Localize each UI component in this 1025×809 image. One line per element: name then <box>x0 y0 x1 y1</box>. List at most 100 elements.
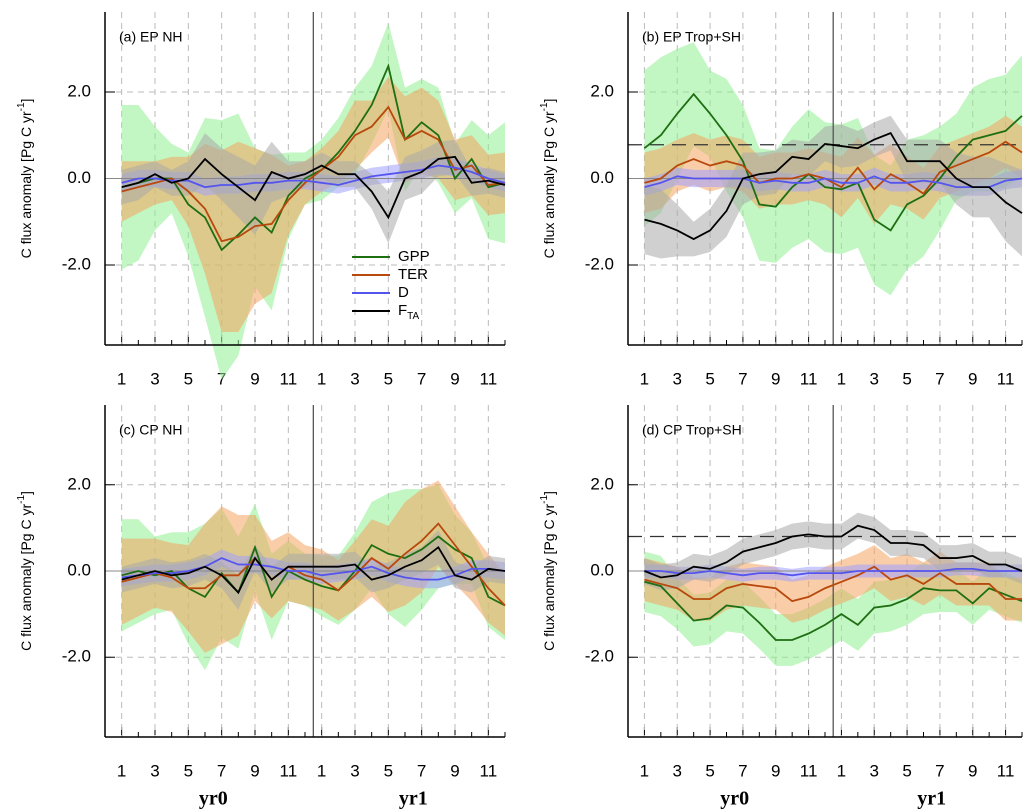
x-tick-label: 1 <box>317 761 326 780</box>
y-tick-label: 0.0 <box>67 560 91 579</box>
x-tick-label: 11 <box>280 369 298 388</box>
y-label-text: C flux anomaly [Pg C yr <box>18 111 34 258</box>
legend-name: GPP <box>398 248 430 265</box>
y-label-sup: -1 <box>539 495 550 504</box>
x-tick-label: 5 <box>705 369 714 388</box>
x-tick-label: 5 <box>384 369 393 388</box>
y-label-end: ] <box>541 491 557 495</box>
legend-label: D <box>398 284 409 301</box>
y-tick-label: 0.0 <box>67 168 91 187</box>
y-label-sup: -1 <box>16 102 27 111</box>
x-tick-label: 1 <box>117 369 126 388</box>
y-label-sup: -1 <box>539 102 550 111</box>
series-line <box>121 105 506 243</box>
x-tick-label: 11 <box>997 761 1015 780</box>
x-tick-label: 3 <box>673 761 682 780</box>
series-line <box>644 131 1023 241</box>
series-line <box>121 522 506 607</box>
x-tick-label: 5 <box>184 369 193 388</box>
series-line <box>121 545 506 595</box>
y-axis-label: C flux anomaly [Pg C yr-1] <box>539 491 557 651</box>
y-tick-label: -2.0 <box>585 647 614 666</box>
legend-name: TER <box>398 266 428 283</box>
series-line <box>644 175 1023 189</box>
x-tick-label: 9 <box>250 761 259 780</box>
panel-title: (c) CP NH <box>119 422 183 438</box>
series-line <box>644 524 1023 579</box>
y-tick-label: 2.0 <box>590 81 614 100</box>
series-line <box>643 92 1023 232</box>
x-tick-label: 9 <box>250 369 259 388</box>
x-tick-label: 1 <box>640 761 649 780</box>
x-tick-label: 1 <box>117 761 126 780</box>
x-tick-label: 7 <box>738 369 747 388</box>
x-tick-label: 11 <box>480 761 498 780</box>
x-tick-label: 1 <box>317 369 326 388</box>
x-tick-label: 9 <box>968 369 977 388</box>
legend-label: GPP <box>398 248 430 265</box>
spread-band <box>121 76 506 333</box>
spread-band <box>121 133 506 244</box>
y-axis-label: C flux anomaly [Pg C yr-1] <box>16 491 34 651</box>
y-label-end: ] <box>18 491 34 495</box>
series-line <box>121 155 506 220</box>
x-tick-label: 11 <box>997 369 1015 388</box>
y-label-end: ] <box>541 99 557 103</box>
x-tick-label: 9 <box>450 369 459 388</box>
spread-band <box>644 115 1022 259</box>
y-tick-label: -2.0 <box>585 254 614 273</box>
y-tick-label: 2.0 <box>67 474 91 493</box>
x-tick-label: 11 <box>800 369 818 388</box>
series-line <box>644 580 1023 641</box>
legend-sub: TA <box>407 311 419 322</box>
x-tick-label: 9 <box>968 761 977 780</box>
x-tick-label: 9 <box>771 369 780 388</box>
x-tick-label: 9 <box>450 761 459 780</box>
x-tick-label: 3 <box>150 761 159 780</box>
series-line <box>121 63 506 252</box>
x-tick-label: 11 <box>280 761 298 780</box>
y-tick-label: 2.0 <box>67 81 91 100</box>
y-label-text: C flux anomaly [Pg C yr <box>541 504 557 651</box>
x-tick-label: 3 <box>673 369 682 388</box>
group-label: yr0 <box>720 788 749 809</box>
series-line <box>644 140 1023 195</box>
x-tick-label: 3 <box>350 369 359 388</box>
legend-name: F <box>398 302 407 319</box>
series-line <box>121 557 506 581</box>
y-label-end: ] <box>18 99 34 103</box>
group-label: yr1 <box>399 788 428 809</box>
panel: -2.00.02.01 3 5 7 9 11 1 3 5 7 9 11(b) EP Trop+SHC … <box>539 12 1023 388</box>
panel-title: (d) CP Trop+SH <box>642 422 742 438</box>
panel-title: (a) EP NH <box>119 29 183 45</box>
x-tick-label: 5 <box>902 369 911 388</box>
x-tick-label: 3 <box>870 369 879 388</box>
x-tick-label: 7 <box>738 761 747 780</box>
x-tick-label: 5 <box>184 761 193 780</box>
group-label: yr1 <box>917 788 946 809</box>
x-tick-label: 1 <box>640 369 649 388</box>
x-tick-label: 11 <box>480 369 498 388</box>
panel-title: (b) EP Trop+SH <box>642 29 741 45</box>
legend-label: TER <box>398 266 428 283</box>
x-tick-label: 7 <box>417 761 426 780</box>
group-label: yr0 <box>199 788 228 809</box>
y-tick-label: 2.0 <box>590 474 614 493</box>
x-tick-label: 7 <box>217 761 226 780</box>
y-tick-label: 0.0 <box>590 560 614 579</box>
x-tick-label: 7 <box>935 761 944 780</box>
x-tick-label: 1 <box>837 369 846 388</box>
x-tick-label: 3 <box>350 761 359 780</box>
x-tick-label: 7 <box>935 369 944 388</box>
x-tick-label: 11 <box>800 761 818 780</box>
x-tick-label: 7 <box>417 369 426 388</box>
series-line <box>644 567 1022 577</box>
x-tick-label: 9 <box>771 761 780 780</box>
y-axis-label: C flux anomaly [Pg C yr-1] <box>16 99 34 259</box>
legend-name: D <box>398 284 409 301</box>
x-tick-label: 1 <box>837 761 846 780</box>
y-label-text: C flux anomaly [Pg C yr <box>18 504 34 651</box>
y-label-sup: -1 <box>16 495 27 504</box>
